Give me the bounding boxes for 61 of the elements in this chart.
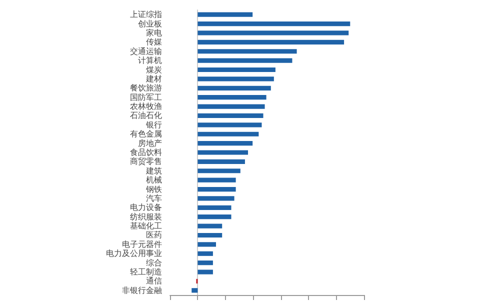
y-tick-label: 银行 [145, 120, 162, 130]
bar [198, 49, 297, 54]
bar [192, 288, 198, 293]
y-tick-label: 计算机 [138, 56, 162, 66]
bar [198, 104, 265, 109]
bar [198, 251, 213, 256]
y-tick-label: 餐饮旅游 [130, 84, 162, 93]
y-tick-label: 纺织服装 [130, 212, 162, 222]
y-tick-label: 食品饮料 [130, 148, 162, 157]
y-tick-label: 综合 [146, 258, 162, 268]
bar [198, 159, 245, 164]
y-tick-label: 电力设备 [130, 203, 162, 212]
y-tick-label: 上证综指 [130, 10, 162, 20]
y-tick-label: 基础化工 [130, 222, 162, 231]
bar [198, 186, 236, 192]
y-tick-label: 通信 [146, 276, 162, 286]
bar [198, 214, 232, 220]
bar [198, 58, 292, 63]
y-tick-label: 医药 [146, 230, 162, 240]
y-tick-label: 创业板 [138, 19, 162, 28]
y-tick-label: 建筑 [145, 166, 162, 176]
bar [198, 40, 344, 44]
bar [198, 122, 262, 128]
bar [198, 21, 350, 26]
y-tick-label: 交通运输 [130, 46, 162, 56]
y-tick-label: 电力及公用事业 [106, 249, 162, 258]
y-tick-label: 钢铁 [145, 184, 162, 194]
bar [198, 67, 276, 72]
bar [198, 178, 236, 182]
y-tick-label: 商贸零售 [130, 157, 162, 166]
y-tick-label: 有色金属 [130, 130, 162, 139]
y-tick-label: 家电 [146, 28, 162, 38]
bar [198, 132, 259, 136]
bar [198, 242, 216, 247]
y-tick-label: 传媒 [146, 38, 162, 47]
bar [198, 224, 222, 228]
bar [198, 12, 253, 17]
bar [198, 150, 248, 155]
y-tick-label: 轻工制造 [130, 268, 162, 277]
bar [198, 141, 253, 146]
bar [198, 76, 274, 82]
bar [198, 196, 234, 201]
y-tick-label: 电子元器件 [122, 240, 162, 249]
bar [198, 168, 240, 174]
bar [198, 260, 213, 266]
y-tick-label: 非银行金融 [122, 286, 162, 295]
bar [198, 95, 266, 100]
y-tick-label: 煤炭 [146, 65, 162, 74]
y-tick-label: 石油石化 [130, 111, 162, 120]
y-tick-label: 机械 [146, 176, 162, 185]
y-tick-label: 房地产 [138, 138, 162, 148]
bar [198, 270, 213, 274]
y-tick-label: 汽车 [146, 194, 162, 203]
y-tick-label: 国防军工 [130, 92, 162, 102]
bar [198, 205, 232, 210]
bar [198, 86, 271, 90]
bar [198, 232, 222, 238]
y-tick-label: 农林牧渔 [130, 102, 162, 112]
y-tick-label: 建材 [145, 74, 162, 84]
bar [198, 30, 349, 36]
bar [198, 113, 264, 118]
